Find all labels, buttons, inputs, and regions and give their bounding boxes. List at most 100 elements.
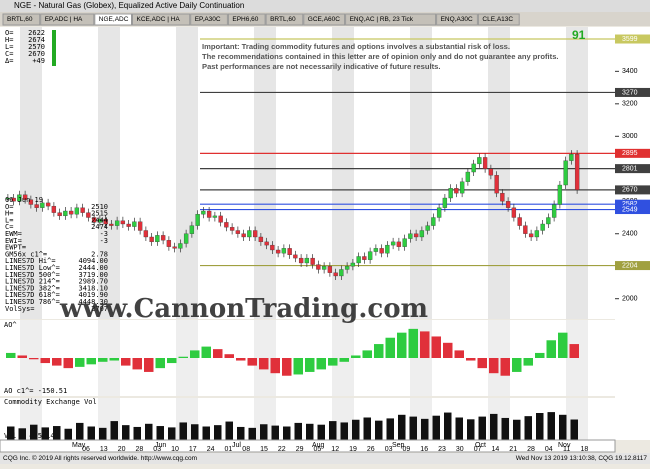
- volume-bar: [501, 417, 509, 440]
- level-label: 2549: [622, 206, 638, 213]
- volume-bar: [283, 426, 291, 440]
- candle: [143, 230, 149, 238]
- level-label: 3270: [622, 89, 638, 96]
- day-label: 26: [367, 446, 375, 453]
- ao-bar: [86, 358, 96, 365]
- week-stripe: [410, 27, 432, 319]
- volume-bar: [329, 421, 337, 440]
- level-label: 2801: [622, 165, 638, 172]
- day-label: 08: [242, 446, 250, 453]
- day-label: 06: [82, 446, 90, 453]
- candle: [5, 197, 11, 200]
- candle: [316, 264, 321, 270]
- day-label: 23: [438, 446, 446, 453]
- tab-label[interactable]: NGE,ADC: [99, 16, 129, 23]
- ao-bar: [155, 358, 165, 369]
- candle: [327, 266, 333, 273]
- candle: [459, 181, 465, 194]
- volume-bar: [18, 428, 26, 440]
- cursor-label: EWM=: [5, 230, 22, 238]
- ao-bar: [316, 358, 326, 370]
- tab[interactable]: [190, 13, 228, 26]
- level-tag: [615, 261, 650, 271]
- tab-label[interactable]: EP,ADC | HA: [45, 16, 83, 23]
- volume-bar: [99, 427, 107, 440]
- info-label: Δ=: [5, 57, 13, 65]
- window-title: NGE - Natural Gas (Globex), Equalized Ac…: [14, 1, 244, 10]
- cursor-label: GM56x c1^=: [5, 250, 47, 258]
- candle: [540, 223, 545, 231]
- y-tick-label: 3200: [622, 101, 638, 108]
- candle: [247, 230, 252, 238]
- tab-label[interactable]: BRTL,60: [7, 16, 33, 23]
- tab[interactable]: [2, 13, 41, 26]
- ao-bar: [213, 349, 223, 358]
- tab[interactable]: [303, 13, 346, 26]
- info-label: L=: [5, 43, 13, 51]
- volume-bar: [179, 422, 187, 440]
- candle: [183, 233, 189, 244]
- cursor-value: 4094.00: [78, 257, 108, 265]
- tab-label[interactable]: ENQ,AC | RB, 23 Tick: [350, 16, 414, 23]
- candle: [304, 257, 310, 264]
- cursor-value: 3719.00: [78, 271, 108, 279]
- month-label: Jul: [232, 442, 241, 449]
- tab-label[interactable]: KCE,ADC | HA: [137, 16, 181, 23]
- info-label: H=: [5, 36, 13, 44]
- ao-bar: [408, 328, 418, 358]
- volume-bar: [467, 419, 475, 440]
- volume-bar: [375, 420, 383, 440]
- date-axis: [0, 439, 616, 453]
- day-label: 10: [171, 446, 179, 453]
- tab[interactable]: [40, 13, 95, 26]
- candle: [448, 188, 453, 199]
- candle: [356, 256, 361, 264]
- tab[interactable]: [227, 13, 266, 26]
- status-bar: [0, 453, 650, 464]
- ao-bar: [259, 358, 269, 370]
- day-label: 05: [314, 446, 322, 453]
- level-tag: [615, 185, 650, 195]
- tab-label[interactable]: EPH6,60: [232, 16, 258, 23]
- tab-label[interactable]: ENQ,A30C: [441, 16, 473, 23]
- cursor-label: H=: [5, 210, 13, 218]
- candle: [172, 246, 177, 249]
- cursor-label: O=: [5, 203, 13, 211]
- disclaimer: Past performances are not necessarily in…: [202, 62, 440, 71]
- tab-label[interactable]: CLE,A13C: [482, 16, 513, 23]
- candle: [17, 194, 22, 202]
- day-label: 29: [296, 446, 304, 453]
- level-tag: [615, 205, 650, 215]
- tab[interactable]: [132, 13, 191, 26]
- tab-label[interactable]: BRTL,60: [270, 16, 296, 23]
- info-value: 2674: [28, 36, 45, 44]
- candle: [120, 220, 126, 225]
- candle: [258, 236, 264, 243]
- candle: [11, 197, 16, 202]
- tab[interactable]: [265, 13, 304, 26]
- tab-label[interactable]: GCE,A60C: [308, 16, 340, 23]
- month-label: Sep: [392, 442, 405, 449]
- candle: [80, 207, 85, 213]
- day-label: 28: [136, 446, 144, 453]
- cursor-value: 4448.30: [78, 298, 108, 306]
- ao-bar: [477, 358, 487, 369]
- tab-label[interactable]: EP,A30C: [195, 16, 221, 23]
- ao-bar: [144, 358, 154, 372]
- ao-bar: [52, 358, 62, 366]
- day-label: 07: [474, 446, 482, 453]
- volume-bar: [547, 412, 555, 440]
- ao-bar: [443, 342, 453, 358]
- tab[interactable]: [345, 13, 437, 26]
- cursor-value: -3: [100, 230, 108, 238]
- info-value: 2570: [28, 43, 45, 51]
- tab[interactable]: [477, 13, 520, 26]
- candle: [28, 199, 34, 205]
- tab[interactable]: [436, 13, 478, 26]
- tab[interactable]: [94, 13, 133, 26]
- candle: [201, 210, 206, 215]
- month-label: Nov: [558, 442, 571, 449]
- volume-bar: [260, 424, 268, 440]
- candle: [402, 238, 407, 247]
